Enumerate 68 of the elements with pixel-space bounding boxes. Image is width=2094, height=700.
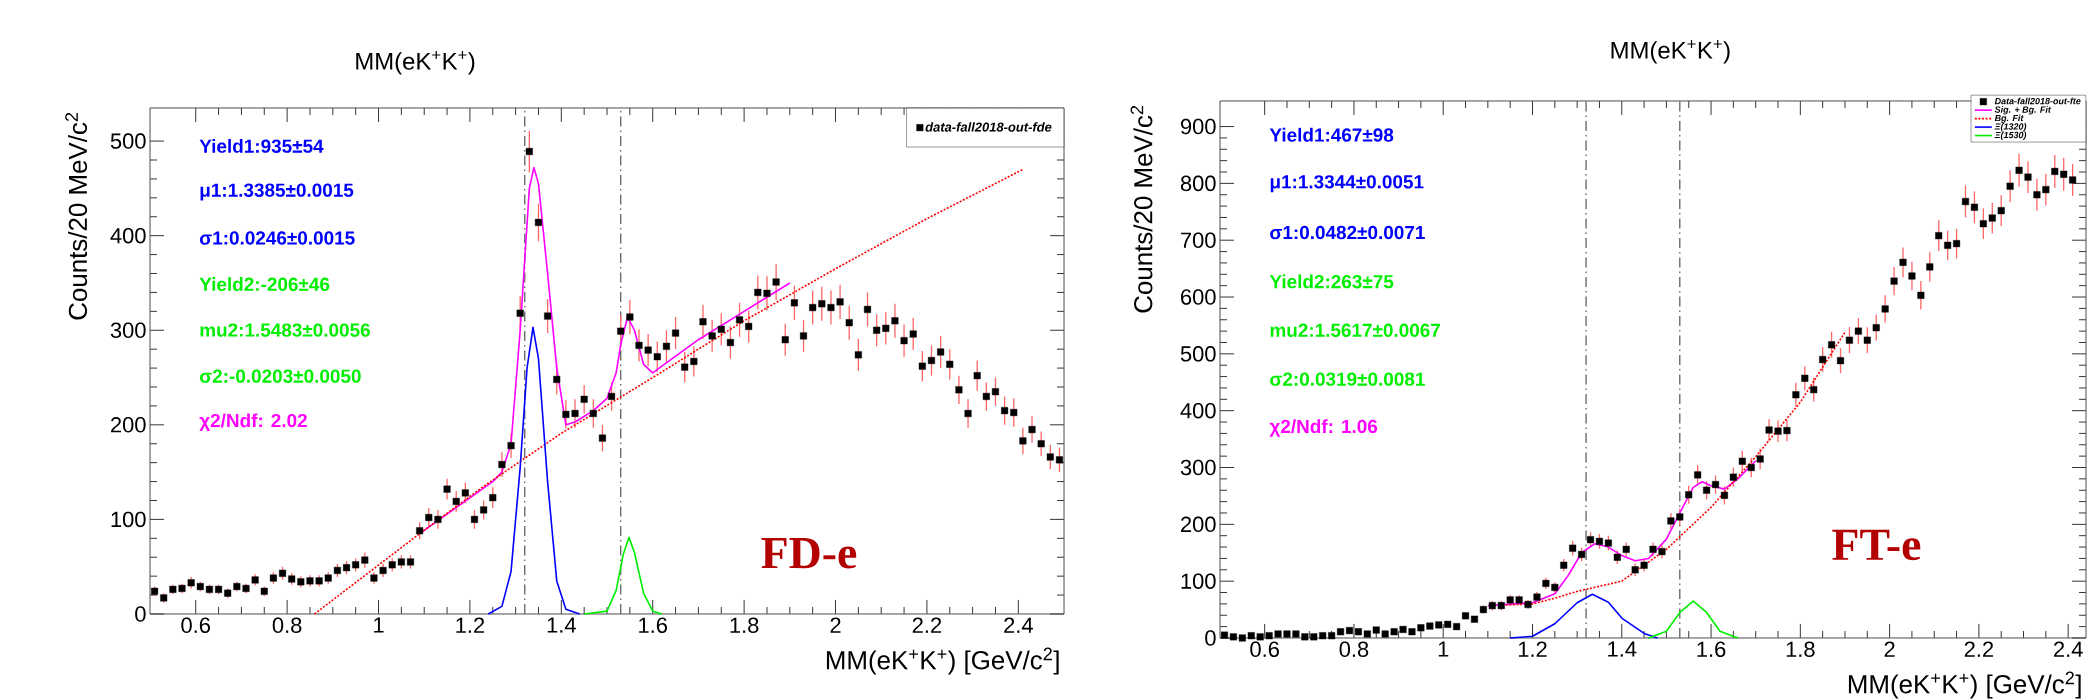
legend-label: data-fall2018-out-fde: [925, 122, 1052, 132]
y-axis-title: Counts/20 MeV/c$^{2}$: [65, 112, 88, 320]
x-tick-label: 0.8: [272, 617, 302, 634]
annotation: μ1:1.3385±0.0015: [200, 183, 354, 201]
y-tick-label: 300: [110, 322, 146, 339]
x-tick-label: 1.6: [639, 617, 667, 634]
legend-label: Bg. Fit: [1994, 114, 2024, 123]
annotation: Yield1:935±54: [199, 138, 324, 153]
annotation: σ2:0.0319±0.0081: [1270, 372, 1425, 386]
x-axis-title: MM(eK$^{+}$K$^{+}$) [GeV/c$^{2}$]: [826, 647, 1059, 675]
line-series: [1647, 600, 1739, 639]
x-axis-title: MM(eK$^{+}$K$^{+}$) [GeV/c$^{2}$]: [1848, 671, 2081, 699]
legend-label: Ξ(1530): [1994, 131, 2027, 140]
annotation: FT-e: [1832, 529, 1921, 561]
y-tick-label: 100: [111, 511, 146, 528]
annotation: σ1:0.0246±0.0015: [199, 231, 355, 245]
x-tick-label: 1.6: [1697, 641, 1726, 658]
legend-label: Data-fall2018-out-fte: [1994, 97, 2081, 105]
annotation: σ2:-0.0203±0.0050: [199, 369, 361, 383]
x-tick-label: 2.2: [912, 617, 942, 633]
annotation: mu2:1.5483±0.0056: [200, 323, 370, 337]
y-tick-label: 700: [1181, 232, 1216, 248]
x-tick-label: 2.4: [1004, 617, 1033, 633]
annotation: mu2:1.5617±0.0067: [1270, 323, 1440, 337]
y-tick-label: 0: [135, 606, 146, 622]
x-tick-label: 0.6: [1250, 641, 1279, 658]
y-tick-label: 100: [1181, 573, 1216, 589]
x-tick-label: 2: [1884, 641, 1895, 657]
x-tick-label: 2.2: [1964, 641, 1994, 657]
x-tick-label: 1: [1438, 641, 1449, 657]
annotation: Yield2:263±75: [1269, 274, 1394, 289]
annotation: Yield2:-206±46: [199, 277, 330, 292]
chart-title: MM(eK$^{+}$K$^{+}$): [1611, 39, 1730, 64]
line-series: [583, 536, 663, 615]
annotation: μ1:1.3344±0.0051: [1270, 175, 1424, 193]
y-tick-label: 200: [111, 417, 146, 433]
line-series: [487, 326, 581, 615]
x-tick-label: 1.2: [456, 617, 485, 633]
chart-title: MM(eK$^{+}$K$^{+}$): [356, 50, 475, 75]
x-tick-label: 1: [374, 617, 384, 633]
y-tick-label: 200: [1181, 516, 1216, 533]
x-tick-label: 1.4: [1608, 641, 1637, 657]
x-tick-label: 1.8: [730, 617, 759, 634]
annotation: χ2/Ndf: 2.02: [199, 413, 307, 432]
legend-label: Ξ(1320): [1994, 123, 2027, 132]
annotation: σ1:0.0482±0.0071: [1270, 225, 1425, 240]
x-tick-label: 1.4: [547, 617, 576, 633]
x-tick-label: 1.8: [1786, 641, 1815, 658]
line-series: [1509, 593, 1659, 639]
legend-label: Sig. + Bg. Fit: [1994, 106, 2052, 115]
y-tick-label: 600: [1181, 289, 1216, 305]
annotation: χ2/Ndf: 1.06: [1269, 419, 1378, 437]
y-tick-label: 300: [1180, 459, 1216, 476]
x-tick-label: 0.8: [1339, 641, 1369, 658]
y-tick-label: 800: [1180, 175, 1216, 192]
x-tick-label: 2.4: [2054, 641, 2083, 657]
y-tick-label: 0: [1205, 630, 1216, 646]
y-axis-title: Counts/20 MeV/c$^{2}$: [1130, 105, 1153, 313]
y-tick-label: 400: [1180, 402, 1216, 419]
y-tick-label: 900: [1180, 118, 1216, 135]
x-tick-label: 0.6: [181, 617, 210, 634]
annotation: FD-e: [761, 538, 857, 569]
y-tick-label: 500: [110, 133, 146, 149]
x-tick-label: 2: [830, 617, 841, 633]
x-tick-label: 1.2: [1518, 641, 1547, 657]
annotation: Yield1:467±98: [1269, 127, 1394, 142]
y-tick-label: 500: [1180, 346, 1216, 362]
y-tick-label: 400: [110, 227, 146, 244]
